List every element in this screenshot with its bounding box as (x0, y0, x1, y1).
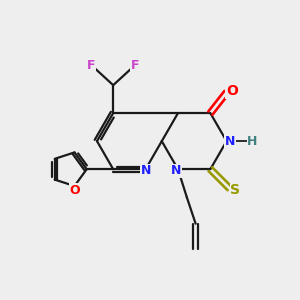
Text: N: N (225, 135, 235, 148)
Text: H: H (247, 135, 258, 148)
Text: F: F (131, 59, 140, 72)
Text: F: F (87, 59, 95, 72)
Text: S: S (230, 183, 240, 197)
Text: O: O (69, 184, 80, 197)
Text: N: N (171, 164, 182, 177)
Text: O: O (226, 84, 238, 98)
Text: N: N (140, 164, 151, 177)
